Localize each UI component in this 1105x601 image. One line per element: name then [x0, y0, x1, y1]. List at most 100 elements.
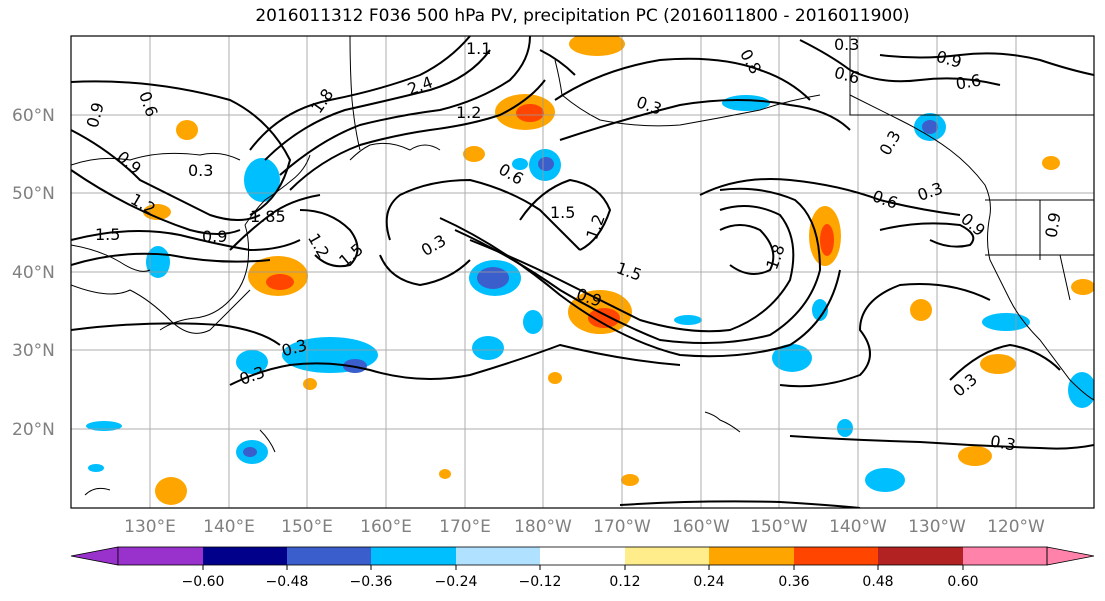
precip-negative-area	[512, 158, 528, 170]
precip-positive-area	[548, 372, 562, 384]
contour-label: 0.3	[188, 161, 213, 180]
contour-label: 0.8	[736, 46, 765, 78]
lat-label-60n: 60°N	[12, 106, 55, 126]
pv-contours	[71, 36, 1094, 508]
gridlines	[71, 36, 1094, 508]
precip-negative-area	[812, 299, 828, 321]
colorbar-extend-high	[1046, 546, 1095, 566]
precip-negative-area	[88, 464, 104, 472]
colorbar-segment	[794, 547, 878, 565]
contour-label: 1.5	[614, 258, 644, 285]
colorbar-segment	[456, 547, 540, 565]
precip-negative-area	[865, 468, 905, 492]
precip-positive-area	[155, 477, 187, 505]
colorbar-segment	[625, 547, 709, 565]
precip-positive-area	[958, 446, 992, 466]
precip-positive-core	[266, 274, 294, 290]
colorbar: −0.60 −0.48 −0.36 −0.24 −0.12 0.12 0.24 …	[70, 546, 1095, 590]
contour-label: 1.5	[95, 225, 120, 244]
precip-positive-area	[980, 354, 1016, 374]
lon-label: 160°W	[672, 517, 730, 537]
contour-label: 0.9	[202, 227, 227, 246]
precip-negative-area	[837, 419, 853, 437]
lat-label-20n: 20°N	[12, 420, 55, 440]
colorbar-segment	[878, 547, 963, 565]
lon-label: 150°E	[281, 517, 333, 537]
precip-negative-area	[772, 344, 812, 372]
colorbar-segment	[709, 547, 794, 565]
contour-label: 0.3	[989, 431, 1017, 454]
lon-label: 130°W	[908, 517, 966, 537]
precip-positive-area	[303, 378, 317, 390]
lat-label-40n: 40°N	[12, 263, 55, 283]
colorbar-tick-label: 0.12	[609, 574, 640, 590]
contour-label: 1.8	[762, 242, 789, 272]
contour-label: 0.6	[954, 70, 982, 93]
precip-positive-core	[588, 308, 620, 328]
precip-negative-core	[243, 447, 257, 457]
precip-positive-area	[1042, 156, 1060, 170]
contour-label: 1.1	[466, 39, 491, 58]
colorbar-tick-label: −0.12	[519, 574, 562, 590]
precip-positive-core	[516, 104, 544, 122]
contour-label: 1.2	[582, 212, 609, 242]
colorbar-tick-label: −0.36	[350, 574, 393, 590]
colorbar-segment	[118, 547, 203, 565]
contour-label: 0.9	[934, 47, 964, 72]
colorbar-segment	[287, 547, 371, 565]
lon-label: 180°W	[514, 517, 572, 537]
precip-positive-core	[820, 224, 834, 256]
lat-label-30n: 30°N	[12, 341, 55, 361]
colorbar-segment	[371, 547, 456, 565]
precip-negative-core	[922, 120, 938, 134]
contour-label: 1.5	[550, 203, 575, 222]
colorbar-tick-label: 0.36	[778, 574, 809, 590]
precip-negative-area	[982, 313, 1030, 331]
contour-label: 0.3	[915, 178, 945, 205]
colorbar-segment	[963, 547, 1047, 565]
precip-negative-area	[523, 310, 543, 334]
precip-positive-area	[439, 469, 451, 479]
lon-label: 170°W	[593, 517, 651, 537]
colorbar-tick-label: 0.60	[947, 574, 978, 590]
colorbar-tick-label: −0.48	[266, 574, 309, 590]
contour-label: 1.2	[304, 230, 333, 262]
precip-negative-area	[1068, 372, 1094, 408]
contour-label: 0.9	[113, 147, 145, 178]
contour-label: 0.3	[834, 35, 859, 54]
precip-negative-core	[477, 267, 509, 289]
colorbar-tick-label: 0.24	[693, 574, 724, 590]
contour-label: 1.8	[307, 85, 337, 117]
lat-label-50n: 50°N	[12, 184, 55, 204]
lon-label: 130°E	[124, 517, 176, 537]
map-frame	[70, 35, 1095, 509]
precip-positive-area	[621, 474, 639, 486]
longitude-labels: 130°E 140°E 150°E 160°E 170°E 180°W 170°…	[124, 517, 1045, 537]
contour-label: 0.3	[418, 231, 450, 260]
contour-label: 0.6	[870, 186, 900, 213]
lon-label: 140°W	[829, 517, 887, 537]
lon-label: 160°E	[360, 517, 412, 537]
figure-title: 2016011312 F036 500 hPa PV, precipitatio…	[255, 6, 910, 26]
precip-negative-area	[722, 95, 770, 111]
colorbar-tick-label: 0.48	[862, 574, 893, 590]
colorbar-segment	[540, 547, 625, 565]
precip-negative-area	[244, 158, 280, 202]
contour-label: 0.3	[949, 370, 981, 401]
precip-negative-area	[674, 315, 702, 325]
precip-negative-area	[472, 336, 504, 360]
contour-label: 0.6	[832, 63, 862, 88]
colorbar-frame	[117, 546, 1048, 566]
lon-label: 140°E	[203, 517, 255, 537]
colorbar-tick-label: −0.24	[435, 574, 478, 590]
colorbar-extend-low	[70, 546, 119, 566]
precip-negative-area	[236, 350, 268, 374]
contour-label: 0.9	[1041, 211, 1064, 239]
precip-positive-area	[910, 299, 932, 321]
contour-label: 1.2	[456, 103, 481, 122]
lon-label: 120°W	[987, 517, 1045, 537]
precip-positive-area	[463, 146, 485, 162]
contour-label: 0.3	[875, 127, 904, 159]
colorbar-segment	[203, 547, 287, 565]
